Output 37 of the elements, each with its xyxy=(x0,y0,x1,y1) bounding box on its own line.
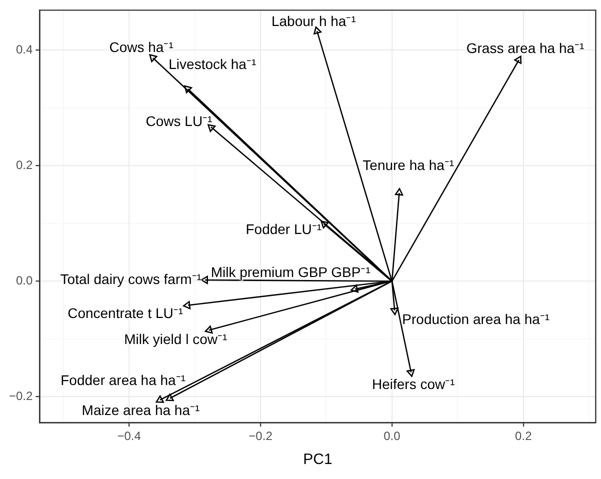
annotation: Grass area ha ha⁻¹ xyxy=(466,40,584,56)
point xyxy=(184,85,192,94)
point xyxy=(514,56,522,64)
point xyxy=(314,26,322,35)
x-tick-label: 0.0 xyxy=(384,429,401,444)
point xyxy=(406,369,415,377)
x-tick-label: 0.2 xyxy=(515,429,532,444)
annotation: Production area ha ha⁻¹ xyxy=(402,310,550,327)
annotation: Tenure ha ha⁻¹ xyxy=(362,156,454,173)
annotation: Fodder area ha ha⁻¹ xyxy=(60,372,186,388)
point xyxy=(390,308,399,316)
point xyxy=(394,188,404,196)
y-tick-label: 0.2 xyxy=(16,158,34,172)
point xyxy=(350,284,359,293)
annotation: Heifers cow⁻¹ xyxy=(372,376,455,392)
annotation: Cows LU⁻¹ xyxy=(146,112,212,129)
annotation: Cows ha⁻¹ xyxy=(109,38,174,55)
y-tick-label: 0.4 xyxy=(16,42,34,56)
point xyxy=(182,301,191,310)
point xyxy=(149,54,158,62)
annotation: Milk yield l cow⁻¹ xyxy=(124,331,228,348)
point xyxy=(166,394,174,402)
annotation: Maize area ha ha⁻¹ xyxy=(82,402,200,418)
annotation: Total dairy cows farm⁻¹ xyxy=(60,271,202,288)
point xyxy=(156,395,164,403)
annotation: Concentrate t LU⁻¹ xyxy=(68,304,184,321)
point xyxy=(204,326,213,334)
point xyxy=(320,220,329,228)
annotation: Milk premium GBP GBP⁻¹ xyxy=(210,264,370,280)
x-axis-title: PC1 xyxy=(303,451,332,468)
y-tick-label: −0.2 xyxy=(8,388,33,403)
annotation: Livestock ha⁻¹ xyxy=(168,56,256,72)
y-tick-label: 0.0 xyxy=(16,273,34,288)
annotation: Labour h ha⁻¹ xyxy=(271,13,356,30)
x-tick-label: −0.2 xyxy=(248,429,273,444)
x-tick-label: −0.4 xyxy=(117,429,142,444)
annotation: Fodder LU⁻¹ xyxy=(246,221,322,238)
